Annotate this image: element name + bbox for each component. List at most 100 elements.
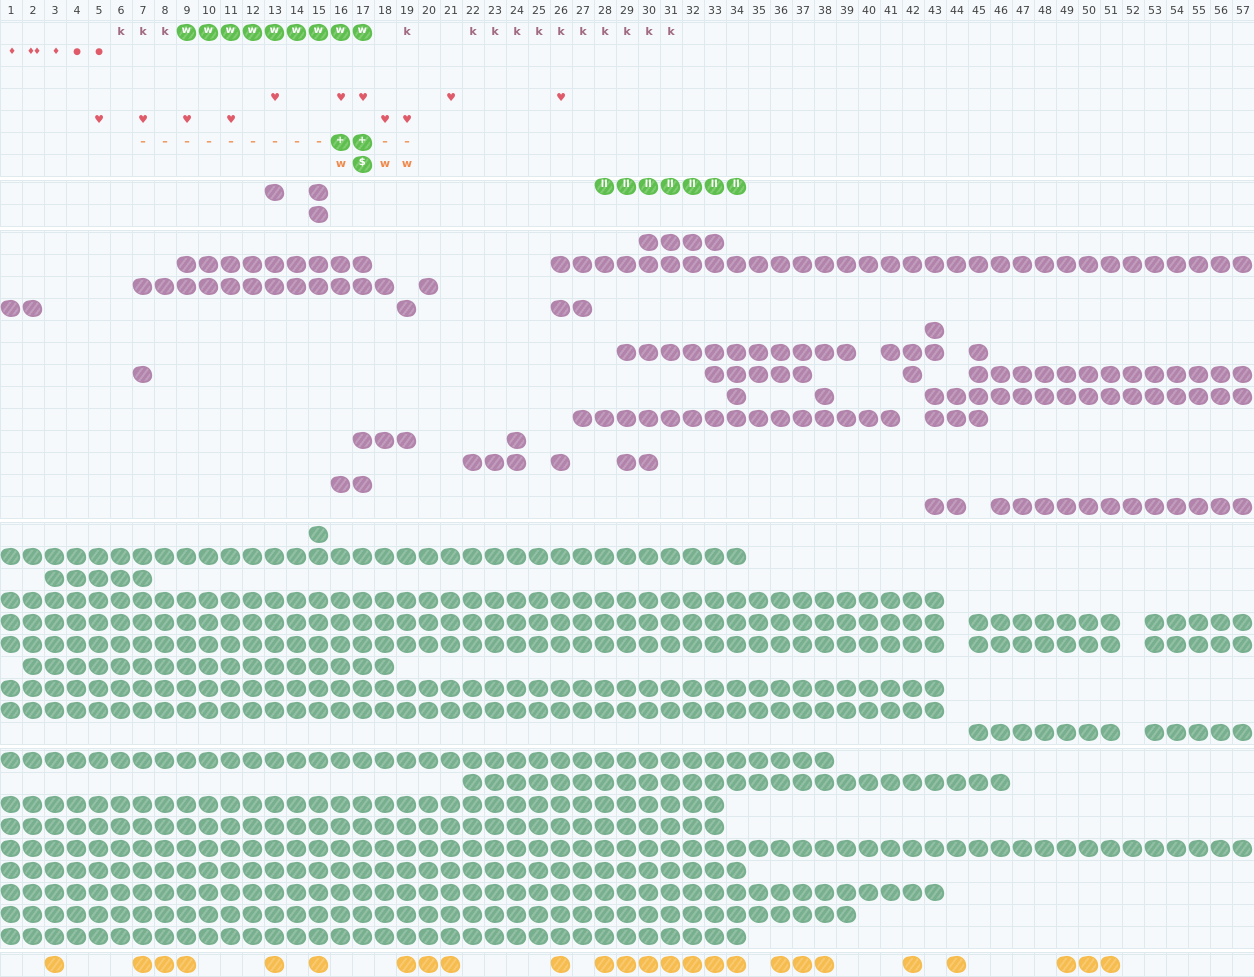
teal-green-block[interactable] bbox=[395, 816, 418, 837]
teal-green-block[interactable] bbox=[615, 750, 638, 771]
teal-green-block[interactable] bbox=[461, 794, 484, 815]
teal-green-block[interactable] bbox=[197, 656, 220, 677]
teal-green-block[interactable] bbox=[131, 656, 154, 677]
teal-green-block[interactable] bbox=[461, 612, 484, 633]
teal-green-block[interactable] bbox=[285, 816, 308, 837]
teal-green-block[interactable] bbox=[109, 612, 132, 633]
purple-block[interactable] bbox=[615, 254, 638, 275]
teal-green-block[interactable] bbox=[637, 794, 660, 815]
teal-green-block[interactable] bbox=[945, 772, 968, 793]
teal-green-block[interactable] bbox=[43, 794, 66, 815]
teal-green-block[interactable] bbox=[901, 700, 924, 721]
teal-green-block[interactable] bbox=[967, 838, 990, 859]
teal-green-block[interactable] bbox=[21, 612, 44, 633]
teal-green-block[interactable] bbox=[329, 656, 352, 677]
teal-green-block[interactable] bbox=[109, 794, 132, 815]
teal-green-block[interactable] bbox=[989, 634, 1012, 655]
teal-green-block[interactable] bbox=[395, 612, 418, 633]
purple-block[interactable] bbox=[373, 430, 396, 451]
orange-block[interactable] bbox=[615, 954, 638, 975]
teal-green-block[interactable] bbox=[1033, 634, 1056, 655]
teal-green-block[interactable] bbox=[857, 838, 880, 859]
teal-green-block[interactable] bbox=[571, 772, 594, 793]
teal-green-block[interactable] bbox=[549, 838, 572, 859]
teal-green-block[interactable] bbox=[241, 678, 264, 699]
teal-green-block[interactable] bbox=[21, 700, 44, 721]
teal-green-block[interactable] bbox=[153, 794, 176, 815]
purple-block[interactable] bbox=[879, 408, 902, 429]
orange-block[interactable] bbox=[395, 954, 418, 975]
teal-green-block[interactable] bbox=[153, 634, 176, 655]
teal-green-block[interactable] bbox=[461, 590, 484, 611]
purple-block[interactable] bbox=[989, 364, 1012, 385]
teal-green-block[interactable] bbox=[21, 882, 44, 903]
teal-green-block[interactable] bbox=[373, 794, 396, 815]
teal-green-block[interactable] bbox=[769, 678, 792, 699]
purple-block[interactable] bbox=[637, 342, 660, 363]
teal-green-block[interactable] bbox=[747, 678, 770, 699]
teal-green-block[interactable] bbox=[1187, 838, 1210, 859]
teal-green-block[interactable] bbox=[1231, 634, 1254, 655]
teal-green-block[interactable] bbox=[1033, 838, 1056, 859]
teal-green-block[interactable] bbox=[725, 904, 748, 925]
purple-block[interactable] bbox=[263, 276, 286, 297]
teal-green-block[interactable] bbox=[571, 750, 594, 771]
teal-green-block[interactable] bbox=[923, 678, 946, 699]
teal-green-block[interactable] bbox=[175, 590, 198, 611]
purple-block[interactable] bbox=[1165, 364, 1188, 385]
teal-green-block[interactable] bbox=[109, 546, 132, 567]
purple-block[interactable] bbox=[1011, 496, 1034, 517]
purple-block[interactable] bbox=[813, 254, 836, 275]
teal-green-block[interactable] bbox=[637, 546, 660, 567]
teal-green-block[interactable] bbox=[725, 926, 748, 947]
purple-block[interactable] bbox=[1187, 254, 1210, 275]
teal-green-block[interactable] bbox=[681, 794, 704, 815]
purple-block[interactable] bbox=[747, 364, 770, 385]
teal-green-block[interactable] bbox=[43, 568, 66, 589]
teal-green-block[interactable] bbox=[373, 816, 396, 837]
purple-block[interactable] bbox=[483, 452, 506, 473]
teal-green-block[interactable] bbox=[1099, 722, 1122, 743]
teal-green-block[interactable] bbox=[637, 678, 660, 699]
purple-block[interactable] bbox=[307, 182, 330, 203]
teal-green-block[interactable] bbox=[43, 634, 66, 655]
teal-green-block[interactable] bbox=[153, 750, 176, 771]
purple-block[interactable] bbox=[659, 232, 682, 253]
purple-block[interactable] bbox=[593, 408, 616, 429]
teal-green-block[interactable] bbox=[373, 750, 396, 771]
teal-green-block[interactable] bbox=[747, 700, 770, 721]
teal-green-block[interactable] bbox=[527, 700, 550, 721]
teal-green-block[interactable] bbox=[307, 860, 330, 881]
teal-green-block[interactable] bbox=[703, 546, 726, 567]
teal-green-block[interactable] bbox=[461, 700, 484, 721]
teal-green-block[interactable] bbox=[857, 612, 880, 633]
teal-green-block[interactable] bbox=[87, 634, 110, 655]
teal-green-block[interactable] bbox=[131, 546, 154, 567]
teal-green-block[interactable] bbox=[21, 678, 44, 699]
teal-green-block[interactable] bbox=[197, 882, 220, 903]
teal-green-block[interactable] bbox=[461, 926, 484, 947]
teal-green-block[interactable] bbox=[175, 700, 198, 721]
teal-green-block[interactable] bbox=[263, 590, 286, 611]
teal-green-block[interactable] bbox=[373, 546, 396, 567]
teal-green-block[interactable] bbox=[329, 700, 352, 721]
teal-green-block[interactable] bbox=[659, 772, 682, 793]
purple-block[interactable] bbox=[1231, 386, 1254, 407]
teal-green-block[interactable] bbox=[725, 546, 748, 567]
teal-green-block[interactable] bbox=[989, 838, 1012, 859]
purple-block[interactable] bbox=[549, 298, 572, 319]
purple-block[interactable] bbox=[835, 254, 858, 275]
teal-green-block[interactable] bbox=[791, 904, 814, 925]
purple-block[interactable] bbox=[175, 254, 198, 275]
purple-block[interactable] bbox=[681, 408, 704, 429]
teal-green-block[interactable] bbox=[417, 612, 440, 633]
teal-green-block[interactable] bbox=[21, 926, 44, 947]
teal-green-block[interactable] bbox=[1231, 612, 1254, 633]
teal-green-block[interactable] bbox=[395, 750, 418, 771]
teal-green-block[interactable] bbox=[0, 926, 22, 947]
teal-green-block[interactable] bbox=[329, 678, 352, 699]
teal-green-block[interactable] bbox=[659, 838, 682, 859]
teal-green-block[interactable] bbox=[373, 634, 396, 655]
teal-green-block[interactable] bbox=[351, 590, 374, 611]
teal-green-block[interactable] bbox=[527, 612, 550, 633]
